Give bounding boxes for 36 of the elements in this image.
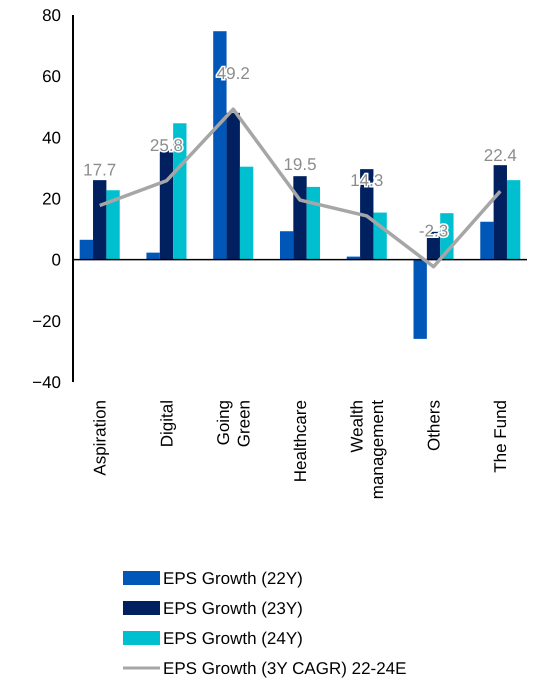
x-tick-label: The Fund xyxy=(491,400,510,473)
bar xyxy=(146,252,160,260)
y-tick-label: 0 xyxy=(52,250,61,270)
bar xyxy=(293,176,307,260)
data-label: 17.7 xyxy=(83,160,116,180)
bar xyxy=(93,180,106,260)
legend-label: EPS Growth (24Y) xyxy=(163,628,303,648)
legend-label: EPS Growth (3Y CAGR) 22-24E xyxy=(163,658,406,678)
data-label: 22.4 xyxy=(484,146,517,166)
bar xyxy=(480,222,494,260)
x-tick-label: Healthcare xyxy=(290,400,310,482)
bar xyxy=(240,166,254,260)
bar xyxy=(414,260,427,339)
x-tick-label: Others xyxy=(424,400,444,452)
x-tick-label: Going Green xyxy=(214,400,254,448)
bar xyxy=(280,231,294,260)
bar xyxy=(494,165,507,260)
y-tick-label: 60 xyxy=(42,67,61,86)
x-tick-label: Wealth management xyxy=(348,400,388,500)
data-label: -2.3 xyxy=(418,222,448,241)
y-tick-label: −40 xyxy=(32,372,61,392)
bar xyxy=(506,180,520,260)
bar xyxy=(106,190,120,260)
bar xyxy=(226,112,240,260)
y-tick-label: 80 xyxy=(42,6,61,25)
y-tick-label: 20 xyxy=(42,189,61,208)
legend-label: EPS Growth (23Y) xyxy=(163,598,303,618)
bar xyxy=(306,186,320,260)
legend-label: EPS Growth (22Y) xyxy=(163,568,303,588)
y-tick-label: 40 xyxy=(42,128,61,148)
x-tick-label: Aspiration xyxy=(90,400,110,476)
bar xyxy=(80,240,94,260)
data-label: 19.5 xyxy=(283,155,317,174)
x-tick-label: Digital xyxy=(157,400,176,448)
y-tick-label: −20 xyxy=(32,312,61,331)
bar xyxy=(373,212,387,260)
